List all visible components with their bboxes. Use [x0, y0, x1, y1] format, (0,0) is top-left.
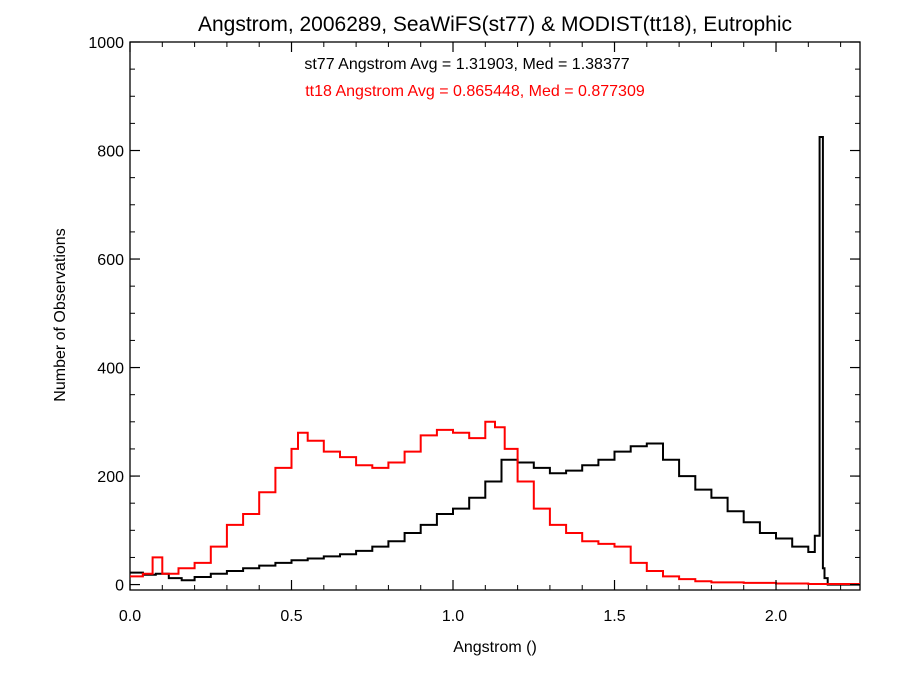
annotation-st77: st77 Angstrom Avg = 1.31903, Med = 1.383…: [304, 56, 629, 73]
y-tick-label: 600: [97, 252, 124, 269]
x-tick-label: 0.0: [119, 608, 141, 625]
x-tick-label: 1.5: [603, 608, 625, 625]
annotation-tt18: tt18 Angstrom Avg = 0.865448, Med = 0.87…: [305, 83, 645, 100]
plot-frame: [129, 41, 861, 591]
y-tick-label: 400: [97, 361, 124, 378]
x-axis-label: Angstrom (): [453, 639, 537, 656]
y-tick-label: 200: [97, 469, 124, 486]
series-line-st77: [130, 136, 860, 586]
y-tick-label: 0: [115, 578, 124, 595]
ticks-layer: 0.0 0.5 1.0 1.5 2.0 0 200 400 600 800 1000: [88, 35, 860, 625]
y-axis-label: Number of Observations: [52, 228, 69, 401]
x-tick-label: 0.5: [280, 608, 302, 625]
y-tick-label: 1000: [88, 35, 124, 52]
series-layer: [130, 136, 860, 586]
plot-area: 0.0 0.5 1.0 1.5 2.0 0 200 400 600 800 1000: [88, 35, 861, 625]
y-tick-label: 800: [97, 144, 124, 161]
chart-title: Angstrom, 2006289, SeaWiFS(st77) & MODIS…: [198, 13, 792, 36]
x-tick-label: 1.0: [442, 608, 464, 625]
series-line-tt18: [130, 420, 860, 585]
x-tick-label: 2.0: [765, 608, 787, 625]
